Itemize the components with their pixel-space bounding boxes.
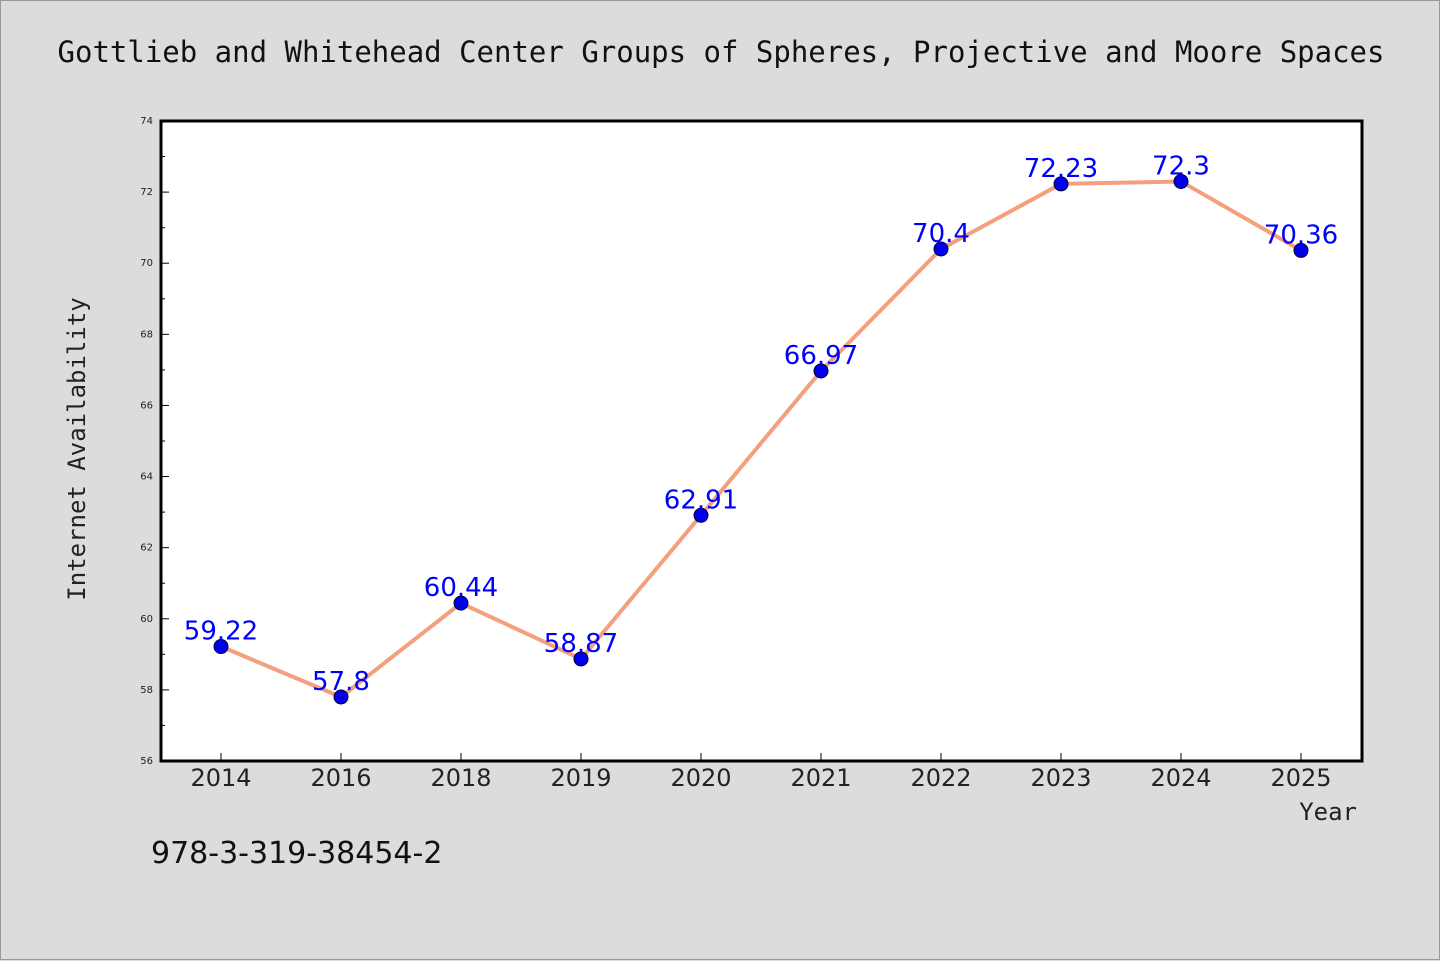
data-label: 72.3: [1152, 151, 1210, 181]
data-label: 66.97: [784, 341, 858, 371]
data-label: 58.87: [544, 629, 618, 659]
data-point: [333, 689, 349, 705]
y-tick-label: 74: [140, 116, 153, 127]
x-tick-label: 2016: [310, 764, 371, 792]
data-point: [453, 595, 469, 611]
isbn-annotation: 978-3-319-38454-2: [151, 836, 443, 871]
x-tick-label: 2019: [550, 764, 611, 792]
data-label: 72.23: [1024, 154, 1098, 184]
x-tick-label: 2018: [430, 764, 491, 792]
x-tick-label: 2020: [670, 764, 731, 792]
x-axis: 2014 2016 2018 2019 2020 2021 2022 2023 2024 2025: [190, 753, 1332, 792]
data-point: [1053, 176, 1069, 192]
chart-title: Gottlieb and Whitehead Center Groups of …: [57, 35, 1385, 69]
data-label: 62.91: [664, 485, 738, 515]
series-layer: [213, 173, 1309, 705]
y-tick-label: 70: [140, 258, 153, 269]
x-axis-label: Year: [1299, 798, 1357, 826]
x-tick-label: 2025: [1270, 764, 1331, 792]
y-axis-label: Internet Availability: [63, 297, 91, 601]
y-tick-label: 64: [140, 472, 153, 483]
series-line: [219, 179, 1303, 699]
data-point: [1173, 173, 1189, 189]
y-tick-label: 58: [140, 685, 153, 696]
x-tick-label: 2014: [190, 764, 251, 792]
y-tick-label: 56: [140, 756, 153, 767]
data-point: [933, 241, 949, 257]
x-tick-label: 2023: [1030, 764, 1091, 792]
y-tick-label: 68: [140, 329, 153, 340]
x-tick-label: 2021: [790, 764, 851, 792]
y-tick-label: 62: [140, 543, 153, 554]
data-point: [693, 507, 709, 523]
y-tick-label: 60: [140, 614, 153, 625]
data-label: 60.44: [424, 573, 498, 603]
data-point: [573, 651, 589, 667]
data-label: 70.4: [912, 219, 970, 249]
data-point: [1293, 242, 1309, 258]
data-label: 59.22: [184, 617, 258, 647]
data-labels: 59.22 57.8 60.44 58.87 62.91 66.97 70.4 72.23 72…: [184, 151, 1338, 697]
data-point: [213, 639, 229, 655]
data-label: 57.8: [312, 667, 370, 697]
x-tick-label: 2022: [910, 764, 971, 792]
y-axis: 56 58 60 62 64 66 68 70 72 74: [140, 116, 169, 767]
data-point: [813, 363, 829, 379]
y-tick-label: 66: [140, 400, 153, 411]
y-tick-label: 72: [140, 187, 153, 198]
data-label: 70.36: [1264, 220, 1338, 250]
x-tick-label: 2024: [1150, 764, 1211, 792]
